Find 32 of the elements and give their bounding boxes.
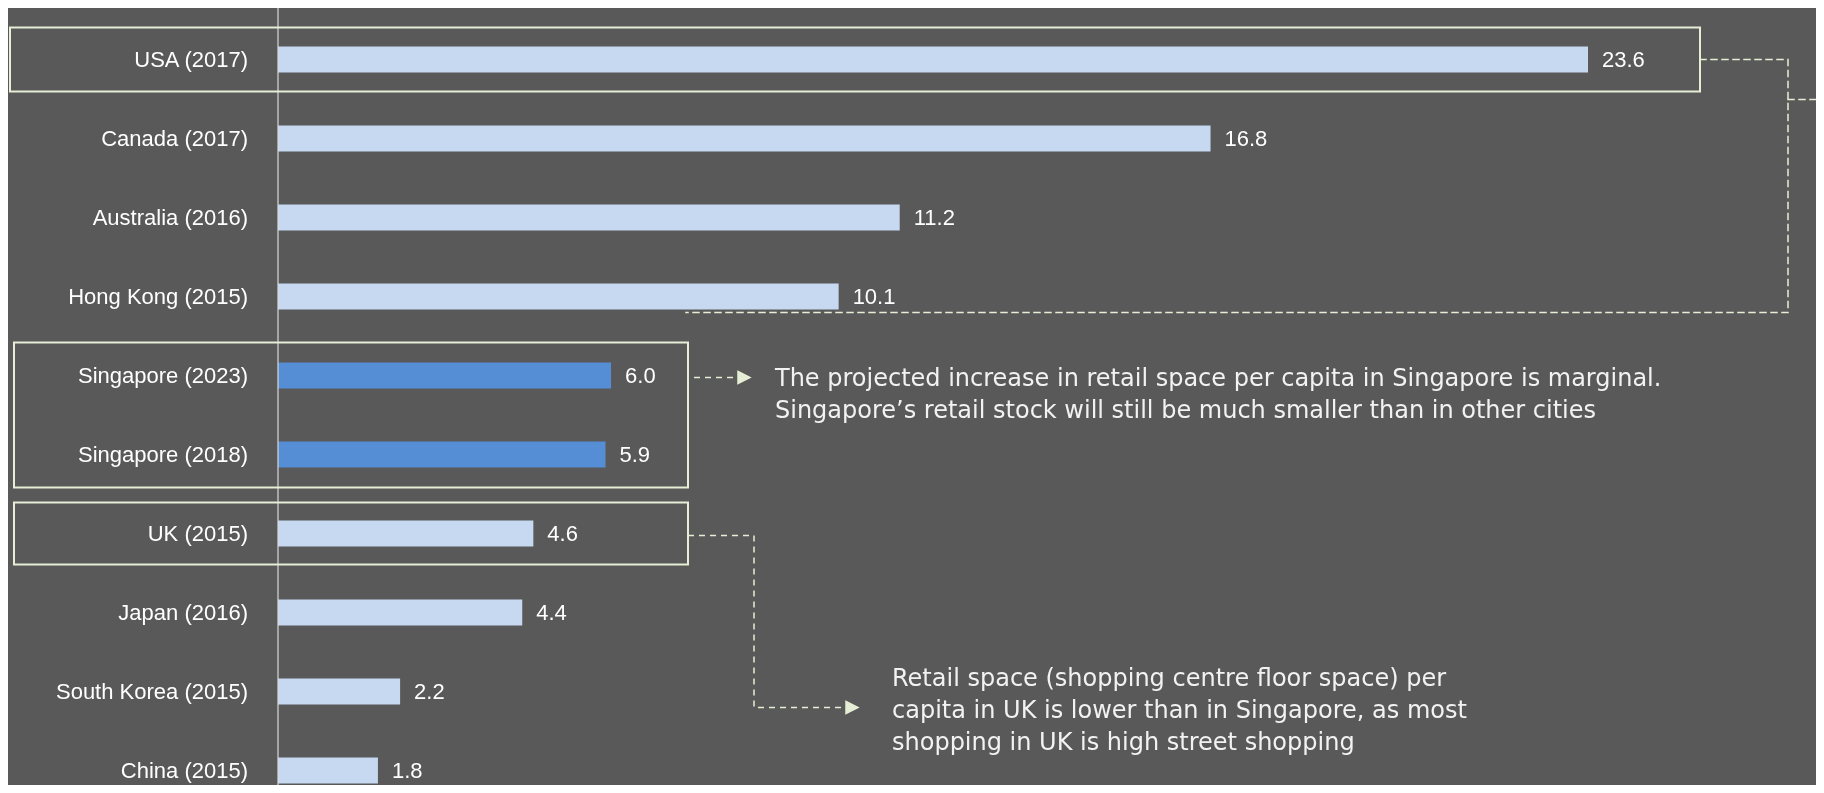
bar <box>278 520 534 547</box>
data-label: 1.8 <box>391 758 423 784</box>
data-label: 16.8 <box>1224 126 1268 152</box>
bar <box>278 46 1588 73</box>
bar <box>278 678 401 705</box>
y-tick-label: China (2015) <box>120 758 248 784</box>
bar <box>278 599 523 626</box>
bar <box>278 362 612 389</box>
y-tick-label: Japan (2016) <box>118 600 248 626</box>
y-tick-label: Canada (2017) <box>101 126 248 152</box>
data-label: 10.1 <box>852 284 896 310</box>
bar <box>278 125 1211 152</box>
y-tick-label: Singapore (2023) <box>77 363 248 389</box>
y-tick-label: Singapore (2018) <box>77 442 248 468</box>
y-tick-label: South Korea (2015) <box>55 679 248 705</box>
data-label: 2.2 <box>414 679 445 705</box>
bar <box>278 283 839 310</box>
data-label: 6.0 <box>625 363 656 389</box>
bar <box>278 204 900 231</box>
y-tick-label: USA (2017) <box>134 47 248 73</box>
data-label: 5.9 <box>619 442 651 468</box>
data-label: 23.6 <box>1602 47 1645 73</box>
bar <box>278 441 606 468</box>
bar <box>278 757 378 784</box>
y-tick-label: Australia (2016) <box>92 205 248 231</box>
annotation: Retail space (shopping centre floor space) per capita in UK is lower than in Singapore, as most shopping in UK is high street shopping <box>892 663 1467 756</box>
y-tick-label: UK (2015) <box>147 521 248 547</box>
data-label: 4.6 <box>547 521 578 547</box>
data-label: 4.4 <box>536 600 567 626</box>
data-label: 11.2 <box>913 205 955 231</box>
annotation: The projected increase in retail space per capita in Singapore is marginal. Singapore’s retail stock will still be much smaller than in other cities <box>774 363 1662 424</box>
y-tick-label: Hong Kong (2015) <box>68 284 248 310</box>
